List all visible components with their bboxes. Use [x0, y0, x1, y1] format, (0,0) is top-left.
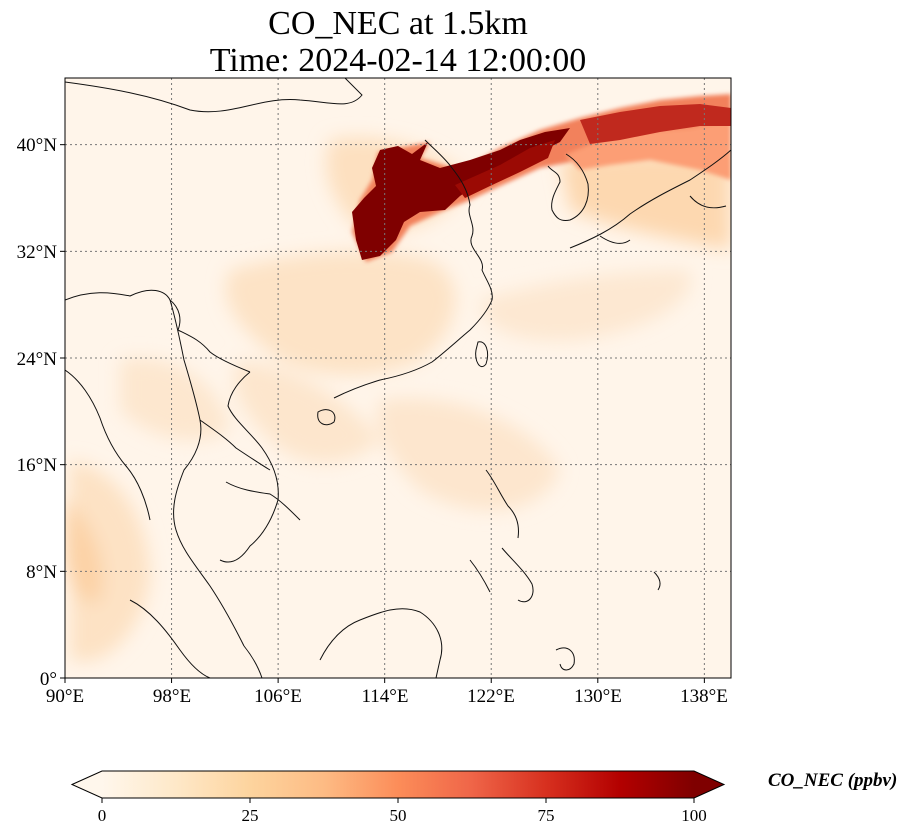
coastlines	[65, 78, 731, 678]
lon-tick-label: 106°E	[254, 686, 302, 707]
colorbar: 0 25 50 75 100	[70, 770, 726, 825]
lat-tick-labels: 0° 8°N 16°N 24°N 32°N 40°N	[17, 135, 58, 690]
map-ticks	[60, 144, 705, 683]
co-field-diffuse	[65, 137, 731, 662]
plot-title-line1: CO_NEC at 1.5km	[268, 5, 528, 42]
lon-tick-labels: 90°E 98°E 106°E 114°E 122°E 130°E 138°E	[46, 686, 728, 707]
lat-tick-label: 8°N	[26, 562, 57, 583]
co-plume-core	[352, 104, 731, 260]
lon-tick-label: 90°E	[46, 686, 84, 707]
colorbar-extend-min	[72, 771, 102, 798]
map-gridlines	[65, 78, 731, 678]
colorbar-tick-label: 50	[390, 806, 407, 825]
colorbar-tick-label: 100	[681, 806, 707, 825]
colorbar-label: CO_NEC (ppbv)	[768, 770, 898, 791]
colorbar-tick-label: 25	[242, 806, 259, 825]
lat-tick-label: 40°N	[17, 135, 58, 156]
lon-tick-label: 122°E	[467, 686, 515, 707]
map-frame	[64, 77, 732, 679]
colorbar-tick-label: 75	[538, 806, 555, 825]
lat-tick-label: 0°	[40, 669, 57, 690]
colorbar-tick-label: 0	[98, 806, 107, 825]
map-panel	[65, 78, 731, 678]
lat-tick-label: 16°N	[17, 455, 58, 476]
plot-title-line2: Time: 2024-02-14 12:00:00	[209, 42, 587, 79]
lon-tick-label: 114°E	[362, 686, 409, 707]
lon-tick-label: 130°E	[574, 686, 622, 707]
lon-tick-label: 138°E	[680, 686, 728, 707]
colorbar-extend-max	[694, 771, 724, 798]
colorbar-gradient	[102, 771, 694, 798]
lat-tick-label: 24°N	[17, 349, 58, 370]
lon-tick-label: 98°E	[153, 686, 191, 707]
lat-tick-label: 32°N	[17, 242, 58, 263]
